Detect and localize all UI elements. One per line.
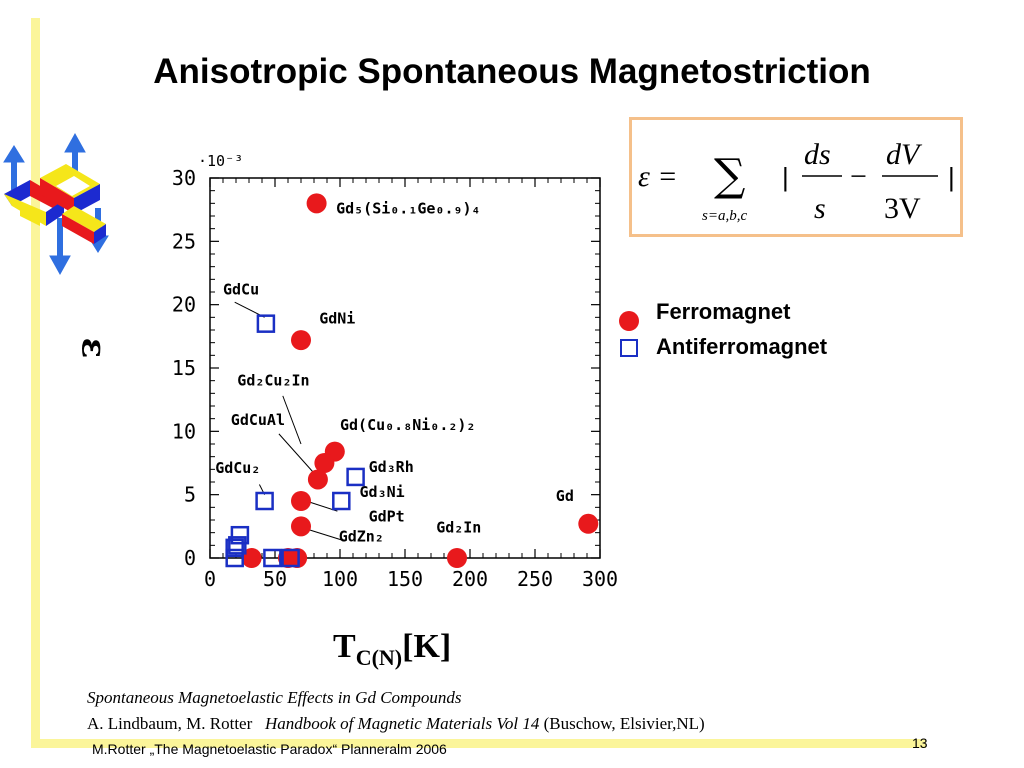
ferromagnet-point bbox=[307, 469, 328, 490]
antiferromagnet-point bbox=[228, 536, 247, 555]
frac1-denominator: s bbox=[814, 192, 826, 225]
yellow-bottom-bar bbox=[31, 739, 926, 748]
ferromagnet-point bbox=[291, 516, 311, 537]
ferromagnet-point bbox=[314, 453, 335, 473]
chart-annotations: Gd₅(Si₀.₁Ge₀.₉)₄ GdCu GdNi Gd₂Cu₂In GdCuAl Gd… bbox=[215, 199, 574, 545]
chart-marks bbox=[225, 193, 599, 568]
x-tick-label: 200 bbox=[452, 567, 488, 591]
x-tick-label: 300 bbox=[582, 567, 618, 591]
y-tick-label: 30 bbox=[172, 166, 196, 190]
reference-citation: A. Lindbaum, M. Rotter Handbook of Magne… bbox=[87, 714, 705, 734]
point-annotation: GdCu₂ bbox=[215, 459, 260, 477]
x-tick-label: 50 bbox=[263, 567, 287, 591]
point-annotation: Gd(Cu₀.₈Ni₀.₂)₂ bbox=[340, 416, 475, 434]
chart-axes: 0 50 100 150 200 250 300 0 5 10 15 20 25 30·10⁻³ bbox=[172, 152, 618, 591]
sum-subscript: s=a,b,c bbox=[702, 208, 747, 224]
antiferromagnet-point bbox=[256, 314, 276, 333]
sum-symbol: ∑ bbox=[714, 150, 745, 201]
y-tick-label: 10 bbox=[172, 419, 196, 443]
plot-frame bbox=[209, 177, 601, 559]
ferromagnet-point bbox=[306, 193, 327, 214]
ferromagnet-point bbox=[291, 330, 311, 351]
y-scale-label: ·10⁻³ bbox=[198, 152, 243, 170]
reference-book: Handbook of Magnetic Materials Vol 14 bbox=[265, 714, 540, 733]
annotation-leader-line bbox=[306, 528, 343, 541]
yellow-side-bar bbox=[31, 18, 40, 748]
antiferromagnet-point bbox=[225, 548, 244, 568]
point-annotation: Gd bbox=[556, 487, 574, 505]
point-annotation: Gd₃Ni bbox=[360, 483, 405, 501]
frac2-denominator: 3V bbox=[884, 192, 921, 225]
ferromagnet-point bbox=[291, 491, 311, 511]
ferromagnet-point bbox=[578, 513, 599, 534]
legend-label-antiferromagnet: Antiferromagnet bbox=[656, 334, 828, 359]
y-tick-label: 0 bbox=[184, 546, 196, 570]
y-tick-label: 5 bbox=[184, 483, 196, 507]
antiferromagnet-point bbox=[281, 548, 300, 568]
antiferromagnet-point bbox=[263, 548, 282, 568]
ferromagnet-point bbox=[287, 548, 308, 568]
frac2-numerator: dV bbox=[886, 138, 923, 171]
slide-footer: M.Rotter „The Magnetoelastic Paradox“ Pl… bbox=[92, 741, 447, 757]
x-tick-label: 100 bbox=[322, 567, 358, 591]
slide-title: Anisotropic Spontaneous Magnetostriction bbox=[153, 52, 871, 91]
y-axis-label: ε bbox=[73, 337, 114, 359]
point-annotation: GdNi bbox=[319, 310, 355, 328]
reference-authors: A. Lindbaum, M. Rotter bbox=[87, 714, 253, 733]
point-annotation: GdZn₂ bbox=[339, 528, 384, 546]
point-annotation: Gd₂Cu₂In bbox=[237, 372, 309, 390]
point-annotation: Gd₃Rh bbox=[369, 458, 414, 476]
abs-bar-right: | bbox=[948, 162, 955, 192]
x-axis-label-main: T bbox=[333, 628, 356, 665]
point-annotation: GdCuAl bbox=[231, 411, 285, 429]
antiferromagnet-point bbox=[332, 491, 351, 511]
point-annotation: GdCu bbox=[223, 281, 259, 299]
x-tick-label: 0 bbox=[204, 567, 216, 591]
x-tick-label: 250 bbox=[517, 567, 553, 591]
legend-label-ferromagnet: Ferromagnet bbox=[656, 299, 791, 324]
reference-publisher: (Buschow, Elsivier,NL) bbox=[543, 714, 705, 733]
point-annotation: Gd₂In bbox=[436, 519, 481, 537]
abs-bar-left: | bbox=[782, 162, 789, 192]
ferromagnet-point bbox=[241, 548, 262, 568]
point-annotation: Gd₅(Si₀.₁Ge₀.₉)₄ bbox=[336, 199, 481, 217]
magnetostriction-scatter-chart: 0 50 100 150 200 250 300 0 5 10 15 20 25 30·10⁻³ Gd₅(… bbox=[172, 152, 618, 591]
x-tick-label: 150 bbox=[387, 567, 423, 591]
annotation-leader-line bbox=[282, 395, 302, 445]
antiferromagnet-point bbox=[346, 467, 365, 487]
magnetostriction-formula: ε = ∑ s=a,b,c | ds s − dV 3V | bbox=[629, 117, 963, 237]
annotation-leader-line bbox=[278, 433, 315, 474]
x-axis-label-unit: [K] bbox=[402, 628, 452, 665]
magnetostriction-logo-icon bbox=[3, 132, 109, 276]
point-annotation: GdPt bbox=[369, 507, 405, 525]
y-tick-label: 15 bbox=[172, 356, 196, 380]
antiferromagnet-point bbox=[230, 525, 250, 545]
y-tick-label: 20 bbox=[172, 293, 196, 317]
x-axis-label: TC(N)[K] bbox=[333, 628, 451, 671]
y-tick-label: 25 bbox=[172, 229, 196, 253]
x-axis-label-sub: C(N) bbox=[355, 644, 403, 670]
antiferromagnet-point bbox=[255, 491, 274, 511]
formula-lhs: ε = bbox=[638, 160, 678, 193]
ferromagnet-point bbox=[447, 548, 467, 568]
filled-circle-icon bbox=[619, 311, 639, 331]
frac1-numerator: ds bbox=[804, 138, 831, 171]
reference-title: Spontaneous Magnetoelastic Effects in Gd… bbox=[87, 688, 462, 707]
antiferromagnet-point bbox=[225, 538, 244, 558]
open-square-icon bbox=[620, 339, 638, 357]
page-number: 13 bbox=[912, 735, 928, 751]
formula-minus: − bbox=[850, 160, 867, 193]
